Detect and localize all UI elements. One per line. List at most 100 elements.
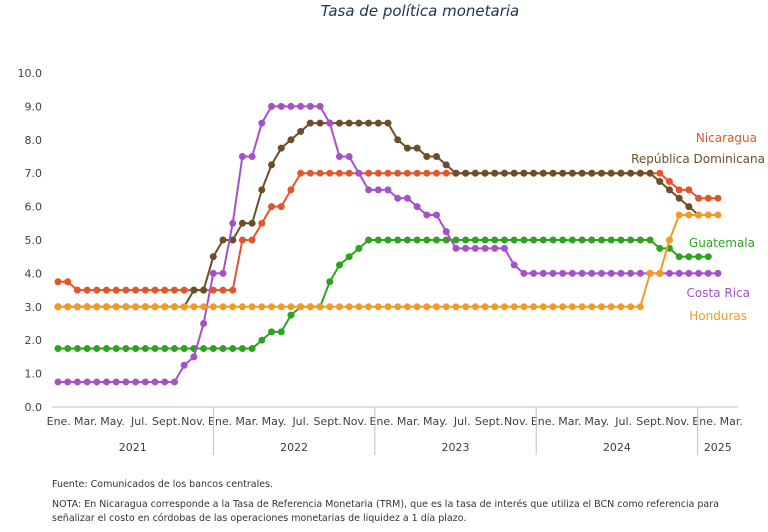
data-point <box>209 303 217 311</box>
data-point <box>306 119 314 127</box>
data-point <box>287 311 295 319</box>
data-point <box>122 345 130 353</box>
data-point <box>403 144 411 152</box>
data-point <box>491 236 499 244</box>
data-point <box>442 303 450 311</box>
data-point <box>549 169 557 177</box>
data-point <box>200 303 208 311</box>
data-point <box>170 286 178 294</box>
data-point <box>297 102 305 110</box>
data-point <box>219 269 227 277</box>
data-point <box>365 236 373 244</box>
data-point <box>306 169 314 177</box>
y-tick-label: 10.0 <box>18 67 43 80</box>
data-point <box>578 269 586 277</box>
data-point <box>374 119 382 127</box>
data-point <box>500 303 508 311</box>
data-point <box>598 236 606 244</box>
data-point <box>520 169 528 177</box>
series-line <box>58 213 718 308</box>
series-line <box>58 239 709 350</box>
data-point <box>248 219 256 227</box>
data-point <box>520 269 528 277</box>
data-point <box>510 261 518 269</box>
data-point <box>287 186 295 194</box>
data-point <box>73 303 81 311</box>
data-point <box>374 236 382 244</box>
data-point <box>500 236 508 244</box>
series-label: Nicaragua <box>696 131 757 145</box>
series-label: Costa Rica <box>687 286 750 300</box>
data-point <box>598 269 606 277</box>
data-point <box>607 169 615 177</box>
data-point <box>695 211 703 219</box>
data-point <box>685 269 693 277</box>
x-tick-label: Sept. <box>313 415 342 428</box>
data-point <box>568 303 576 311</box>
data-point <box>238 303 246 311</box>
data-point <box>656 178 664 186</box>
x-tick-label: Jul. <box>291 415 309 428</box>
data-point <box>462 303 470 311</box>
data-point <box>462 244 470 252</box>
x-tick-label: May. <box>423 415 448 428</box>
data-point <box>588 236 596 244</box>
data-point <box>462 236 470 244</box>
data-point <box>394 194 402 202</box>
data-point <box>306 102 314 110</box>
data-point <box>268 328 276 336</box>
data-point <box>180 286 188 294</box>
data-point <box>151 345 159 353</box>
data-point <box>607 236 615 244</box>
data-point <box>238 219 246 227</box>
data-point <box>248 303 256 311</box>
data-point <box>73 286 81 294</box>
y-tick-label: 7.0 <box>25 167 43 180</box>
data-point <box>287 102 295 110</box>
data-point <box>326 169 334 177</box>
data-point <box>656 269 664 277</box>
data-point <box>170 378 178 386</box>
data-point <box>394 236 402 244</box>
x-tick-label: May. <box>584 415 609 428</box>
data-point <box>403 303 411 311</box>
data-point <box>161 303 169 311</box>
y-tick-label: 9.0 <box>25 100 43 113</box>
data-point <box>394 303 402 311</box>
data-point <box>306 303 314 311</box>
y-tick-label: 5.0 <box>25 234 43 247</box>
data-point <box>277 328 285 336</box>
data-point <box>54 278 62 286</box>
data-point <box>500 169 508 177</box>
footnotes: Fuente: Comunicados de los bancos centra… <box>52 478 752 532</box>
data-point <box>491 169 499 177</box>
data-point <box>180 345 188 353</box>
data-point <box>384 303 392 311</box>
data-point <box>452 236 460 244</box>
data-point <box>568 169 576 177</box>
data-point <box>132 345 140 353</box>
data-point <box>355 169 363 177</box>
data-point <box>365 169 373 177</box>
data-point <box>229 345 237 353</box>
data-point <box>617 236 625 244</box>
data-point <box>530 169 538 177</box>
data-point <box>345 169 353 177</box>
y-axis: 0.0 1.0 2.0 3.0 4.0 5.0 6.0 7.0 8.0 9.0 10.0 <box>18 67 43 414</box>
data-point <box>180 361 188 369</box>
data-point <box>112 303 120 311</box>
data-point <box>559 269 567 277</box>
data-point <box>161 345 169 353</box>
data-point <box>452 303 460 311</box>
data-point <box>112 378 120 386</box>
data-point <box>714 211 722 219</box>
data-point <box>675 269 683 277</box>
data-point <box>268 102 276 110</box>
y-tick-label: 1.0 <box>25 368 43 381</box>
data-point <box>141 303 149 311</box>
data-point <box>345 253 353 261</box>
data-point <box>636 303 644 311</box>
data-point <box>695 194 703 202</box>
x-tick-label: Ene. <box>47 415 71 428</box>
data-point <box>335 169 343 177</box>
